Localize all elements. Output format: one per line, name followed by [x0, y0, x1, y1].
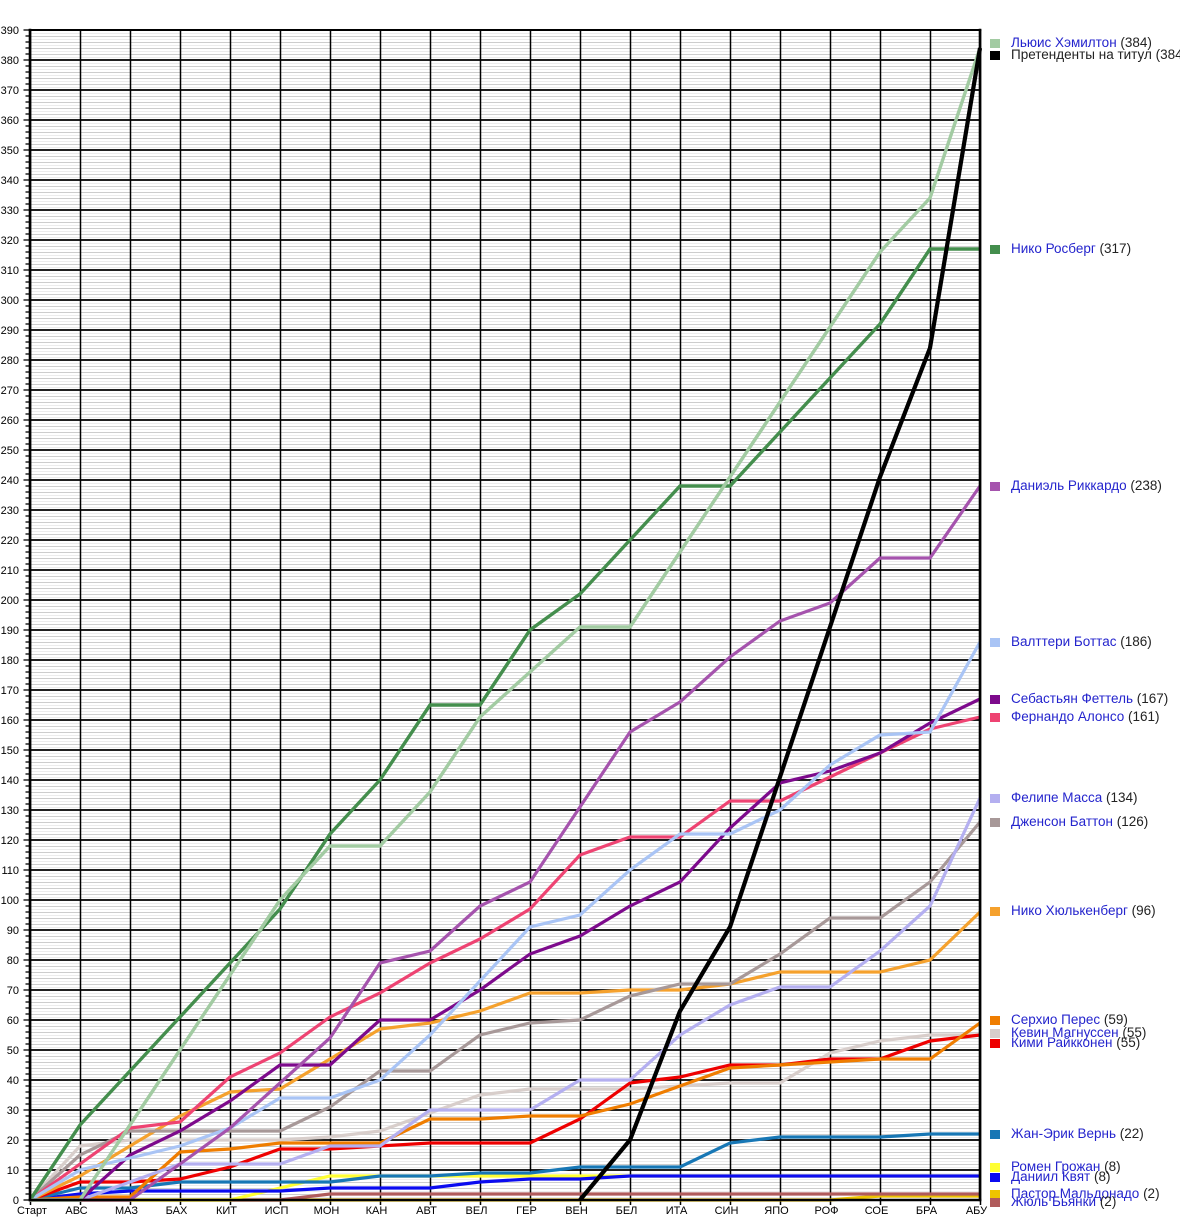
svg-text:220: 220 — [1, 535, 19, 547]
svg-text:Серхио Перес (59): Серхио Перес (59) — [1011, 1012, 1128, 1027]
svg-text:370: 370 — [1, 85, 19, 97]
svg-text:40: 40 — [7, 1075, 19, 1087]
svg-text:Жан-Эрик Вернь (22): Жан-Эрик Вернь (22) — [1011, 1126, 1144, 1141]
svg-text:350: 350 — [1, 145, 19, 157]
svg-text:70: 70 — [7, 985, 19, 997]
svg-text:290: 290 — [1, 325, 19, 337]
svg-text:0: 0 — [13, 1195, 19, 1207]
svg-text:АВС: АВС — [65, 1205, 87, 1217]
svg-text:130: 130 — [1, 805, 19, 817]
svg-text:Себастьян Феттель (167): Себастьян Феттель (167) — [1011, 691, 1168, 706]
svg-text:240: 240 — [1, 475, 19, 487]
svg-text:30: 30 — [7, 1105, 19, 1117]
svg-text:250: 250 — [1, 445, 19, 457]
svg-text:БРА: БРА — [916, 1205, 938, 1217]
svg-text:ВЕН: ВЕН — [565, 1205, 588, 1217]
svg-text:80: 80 — [7, 955, 19, 967]
svg-text:БЕЛ: БЕЛ — [616, 1205, 638, 1217]
svg-text:140: 140 — [1, 775, 19, 787]
svg-text:90: 90 — [7, 925, 19, 937]
svg-text:Льюис Хэмилтон (384): Льюис Хэмилтон (384) — [1011, 35, 1152, 50]
svg-text:380: 380 — [1, 55, 19, 67]
svg-text:ВЕЛ: ВЕЛ — [466, 1205, 488, 1217]
svg-text:50: 50 — [7, 1045, 19, 1057]
svg-text:Фелипе Масса (134): Фелипе Масса (134) — [1011, 790, 1138, 805]
svg-text:110: 110 — [1, 865, 19, 877]
svg-text:АВТ: АВТ — [416, 1205, 437, 1217]
svg-text:270: 270 — [1, 385, 19, 397]
svg-text:320: 320 — [1, 235, 19, 247]
svg-text:340: 340 — [1, 175, 19, 187]
svg-text:60: 60 — [7, 1015, 19, 1027]
svg-text:100: 100 — [1, 895, 19, 907]
svg-text:390: 390 — [1, 25, 19, 37]
svg-text:Даниил Квят (8): Даниил Квят (8) — [1011, 1169, 1110, 1184]
svg-text:Кими Райкконен (55): Кими Райкконен (55) — [1011, 1035, 1140, 1050]
svg-text:КИТ: КИТ — [216, 1205, 237, 1217]
svg-text:200: 200 — [1, 595, 19, 607]
svg-text:Жюль Бьянки (2): Жюль Бьянки (2) — [1011, 1194, 1116, 1209]
svg-text:СИН: СИН — [715, 1205, 739, 1217]
svg-text:150: 150 — [1, 745, 19, 757]
svg-text:230: 230 — [1, 505, 19, 517]
svg-text:160: 160 — [1, 715, 19, 727]
svg-text:КАН: КАН — [366, 1205, 388, 1217]
svg-text:Даниэль Риккардо (238): Даниэль Риккардо (238) — [1011, 478, 1162, 493]
svg-text:300: 300 — [1, 295, 19, 307]
svg-text:АБУ: АБУ — [966, 1205, 988, 1217]
svg-text:МОН: МОН — [314, 1205, 340, 1217]
svg-text:Валттери Боттас (186): Валттери Боттас (186) — [1011, 634, 1152, 649]
svg-text:Нико Хюлькенберг (96): Нико Хюлькенберг (96) — [1011, 903, 1156, 918]
svg-text:Претенденты на титул (384): Претенденты на титул (384) — [1011, 47, 1180, 62]
svg-text:МАЗ: МАЗ — [115, 1205, 138, 1217]
svg-text:Пастор Мальдонадо (2): Пастор Мальдонадо (2) — [1011, 1186, 1160, 1201]
svg-text:280: 280 — [1, 355, 19, 367]
svg-text:Старт: Старт — [17, 1205, 47, 1217]
svg-text:190: 190 — [1, 625, 19, 637]
svg-text:10: 10 — [7, 1165, 19, 1177]
svg-text:Кевин Магнуссен (55): Кевин Магнуссен (55) — [1011, 1025, 1146, 1040]
svg-text:310: 310 — [1, 265, 19, 277]
svg-text:ИСП: ИСП — [265, 1205, 289, 1217]
svg-text:180: 180 — [1, 655, 19, 667]
svg-text:СОЕ: СОЕ — [865, 1205, 889, 1217]
svg-text:Дженсон Баттон (126): Дженсон Баттон (126) — [1011, 814, 1148, 829]
svg-text:260: 260 — [1, 415, 19, 427]
svg-text:330: 330 — [1, 205, 19, 217]
svg-text:210: 210 — [1, 565, 19, 577]
svg-text:360: 360 — [1, 115, 19, 127]
svg-text:РОФ: РОФ — [814, 1205, 838, 1217]
svg-text:Нико Росберг (317): Нико Росберг (317) — [1011, 241, 1131, 256]
svg-text:ИТА: ИТА — [666, 1205, 688, 1217]
svg-text:ЯПО: ЯПО — [764, 1205, 789, 1217]
svg-text:БАХ: БАХ — [166, 1205, 188, 1217]
svg-text:Фернандо Алонсо (161): Фернандо Алонсо (161) — [1011, 709, 1160, 724]
svg-text:120: 120 — [1, 835, 19, 847]
svg-text:20: 20 — [7, 1135, 19, 1147]
svg-text:Ромен Грожан (8): Ромен Грожан (8) — [1011, 1159, 1121, 1174]
svg-text:ГЕР: ГЕР — [516, 1205, 537, 1217]
svg-text:170: 170 — [1, 685, 19, 697]
